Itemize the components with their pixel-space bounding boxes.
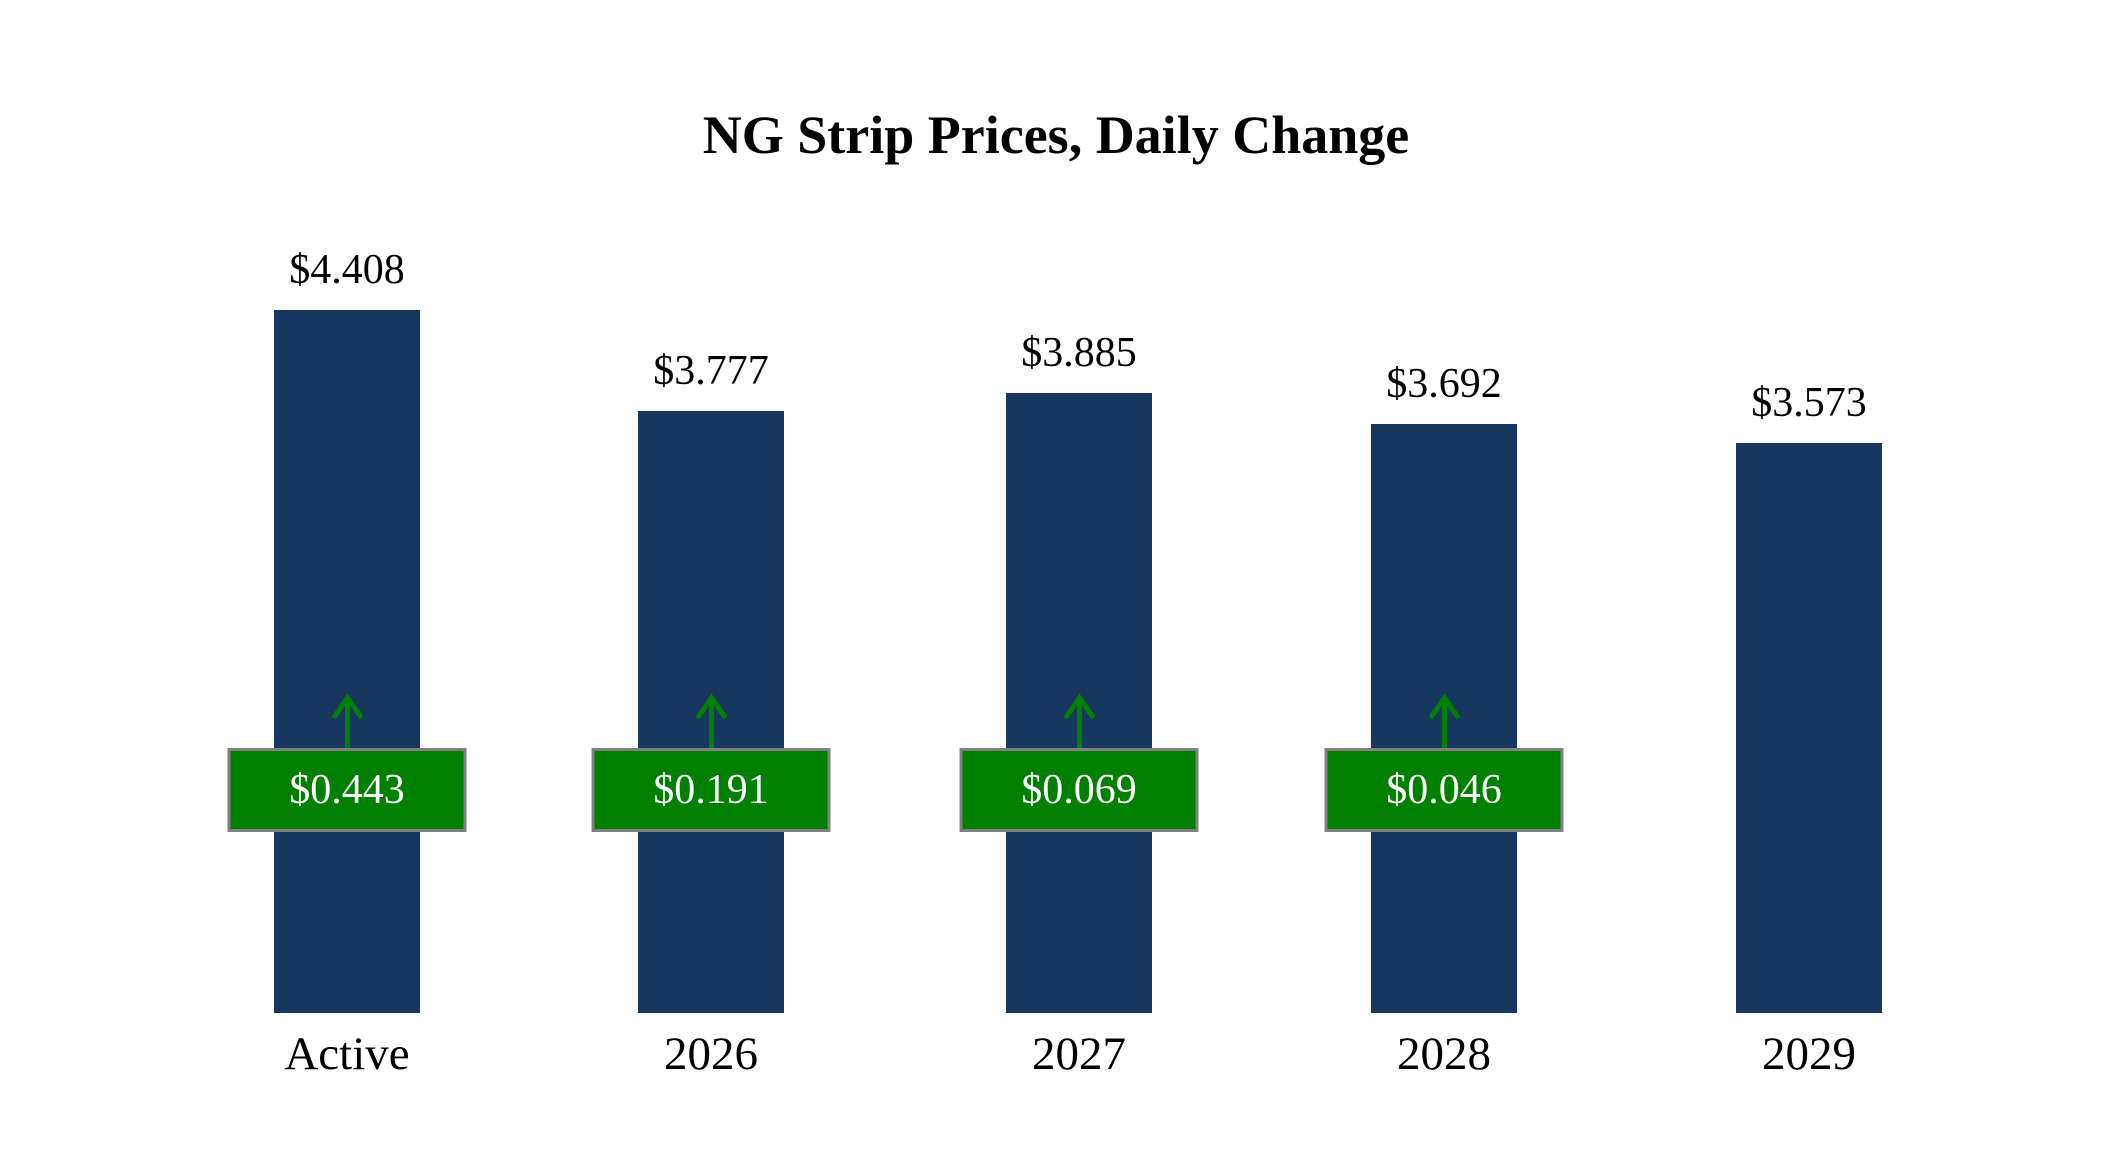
chart-title: NG Strip Prices, Daily Change	[702, 105, 1410, 165]
change-badge: $0.069	[959, 748, 1199, 832]
bar-2029	[1736, 443, 1882, 1013]
up-arrow-icon	[1422, 690, 1466, 748]
bar-value-label: $3.777	[653, 348, 769, 394]
bar-group-active: $4.408 $0.443 Active	[197, 247, 497, 1080]
category-label: Active	[284, 1028, 410, 1080]
change-badge: $0.046	[1324, 748, 1564, 832]
up-arrow-icon	[689, 690, 733, 748]
change-badge-group: $0.046	[1324, 693, 1564, 832]
category-label: 2028	[1397, 1028, 1491, 1080]
bar-value-label: $3.692	[1386, 361, 1502, 407]
change-badge-group: $0.443	[227, 693, 467, 832]
change-badge-group: $0.069	[959, 693, 1199, 832]
change-badge: $0.443	[227, 748, 467, 832]
category-label: 2029	[1762, 1028, 1856, 1080]
category-label: 2027	[1032, 1028, 1126, 1080]
category-label: 2026	[664, 1028, 758, 1080]
bar-group-2028: $3.692 $0.046 2028	[1294, 253, 1594, 1080]
bar-value-label: $4.408	[289, 247, 405, 293]
bar-group-2026: $3.777 $0.191 2026	[561, 253, 861, 1080]
up-arrow-icon	[325, 690, 369, 748]
up-arrow-icon	[1057, 690, 1101, 748]
bar-active	[274, 310, 420, 1013]
bar-value-label: $3.885	[1021, 330, 1137, 376]
bar-group-2029: $3.573 2029	[1659, 253, 1959, 1080]
change-badge-group: $0.191	[591, 693, 831, 832]
bar-value-label: $3.573	[1751, 380, 1867, 426]
bar-group-2027: $3.885 $0.069 2027	[929, 253, 1229, 1080]
change-badge: $0.191	[591, 748, 831, 832]
